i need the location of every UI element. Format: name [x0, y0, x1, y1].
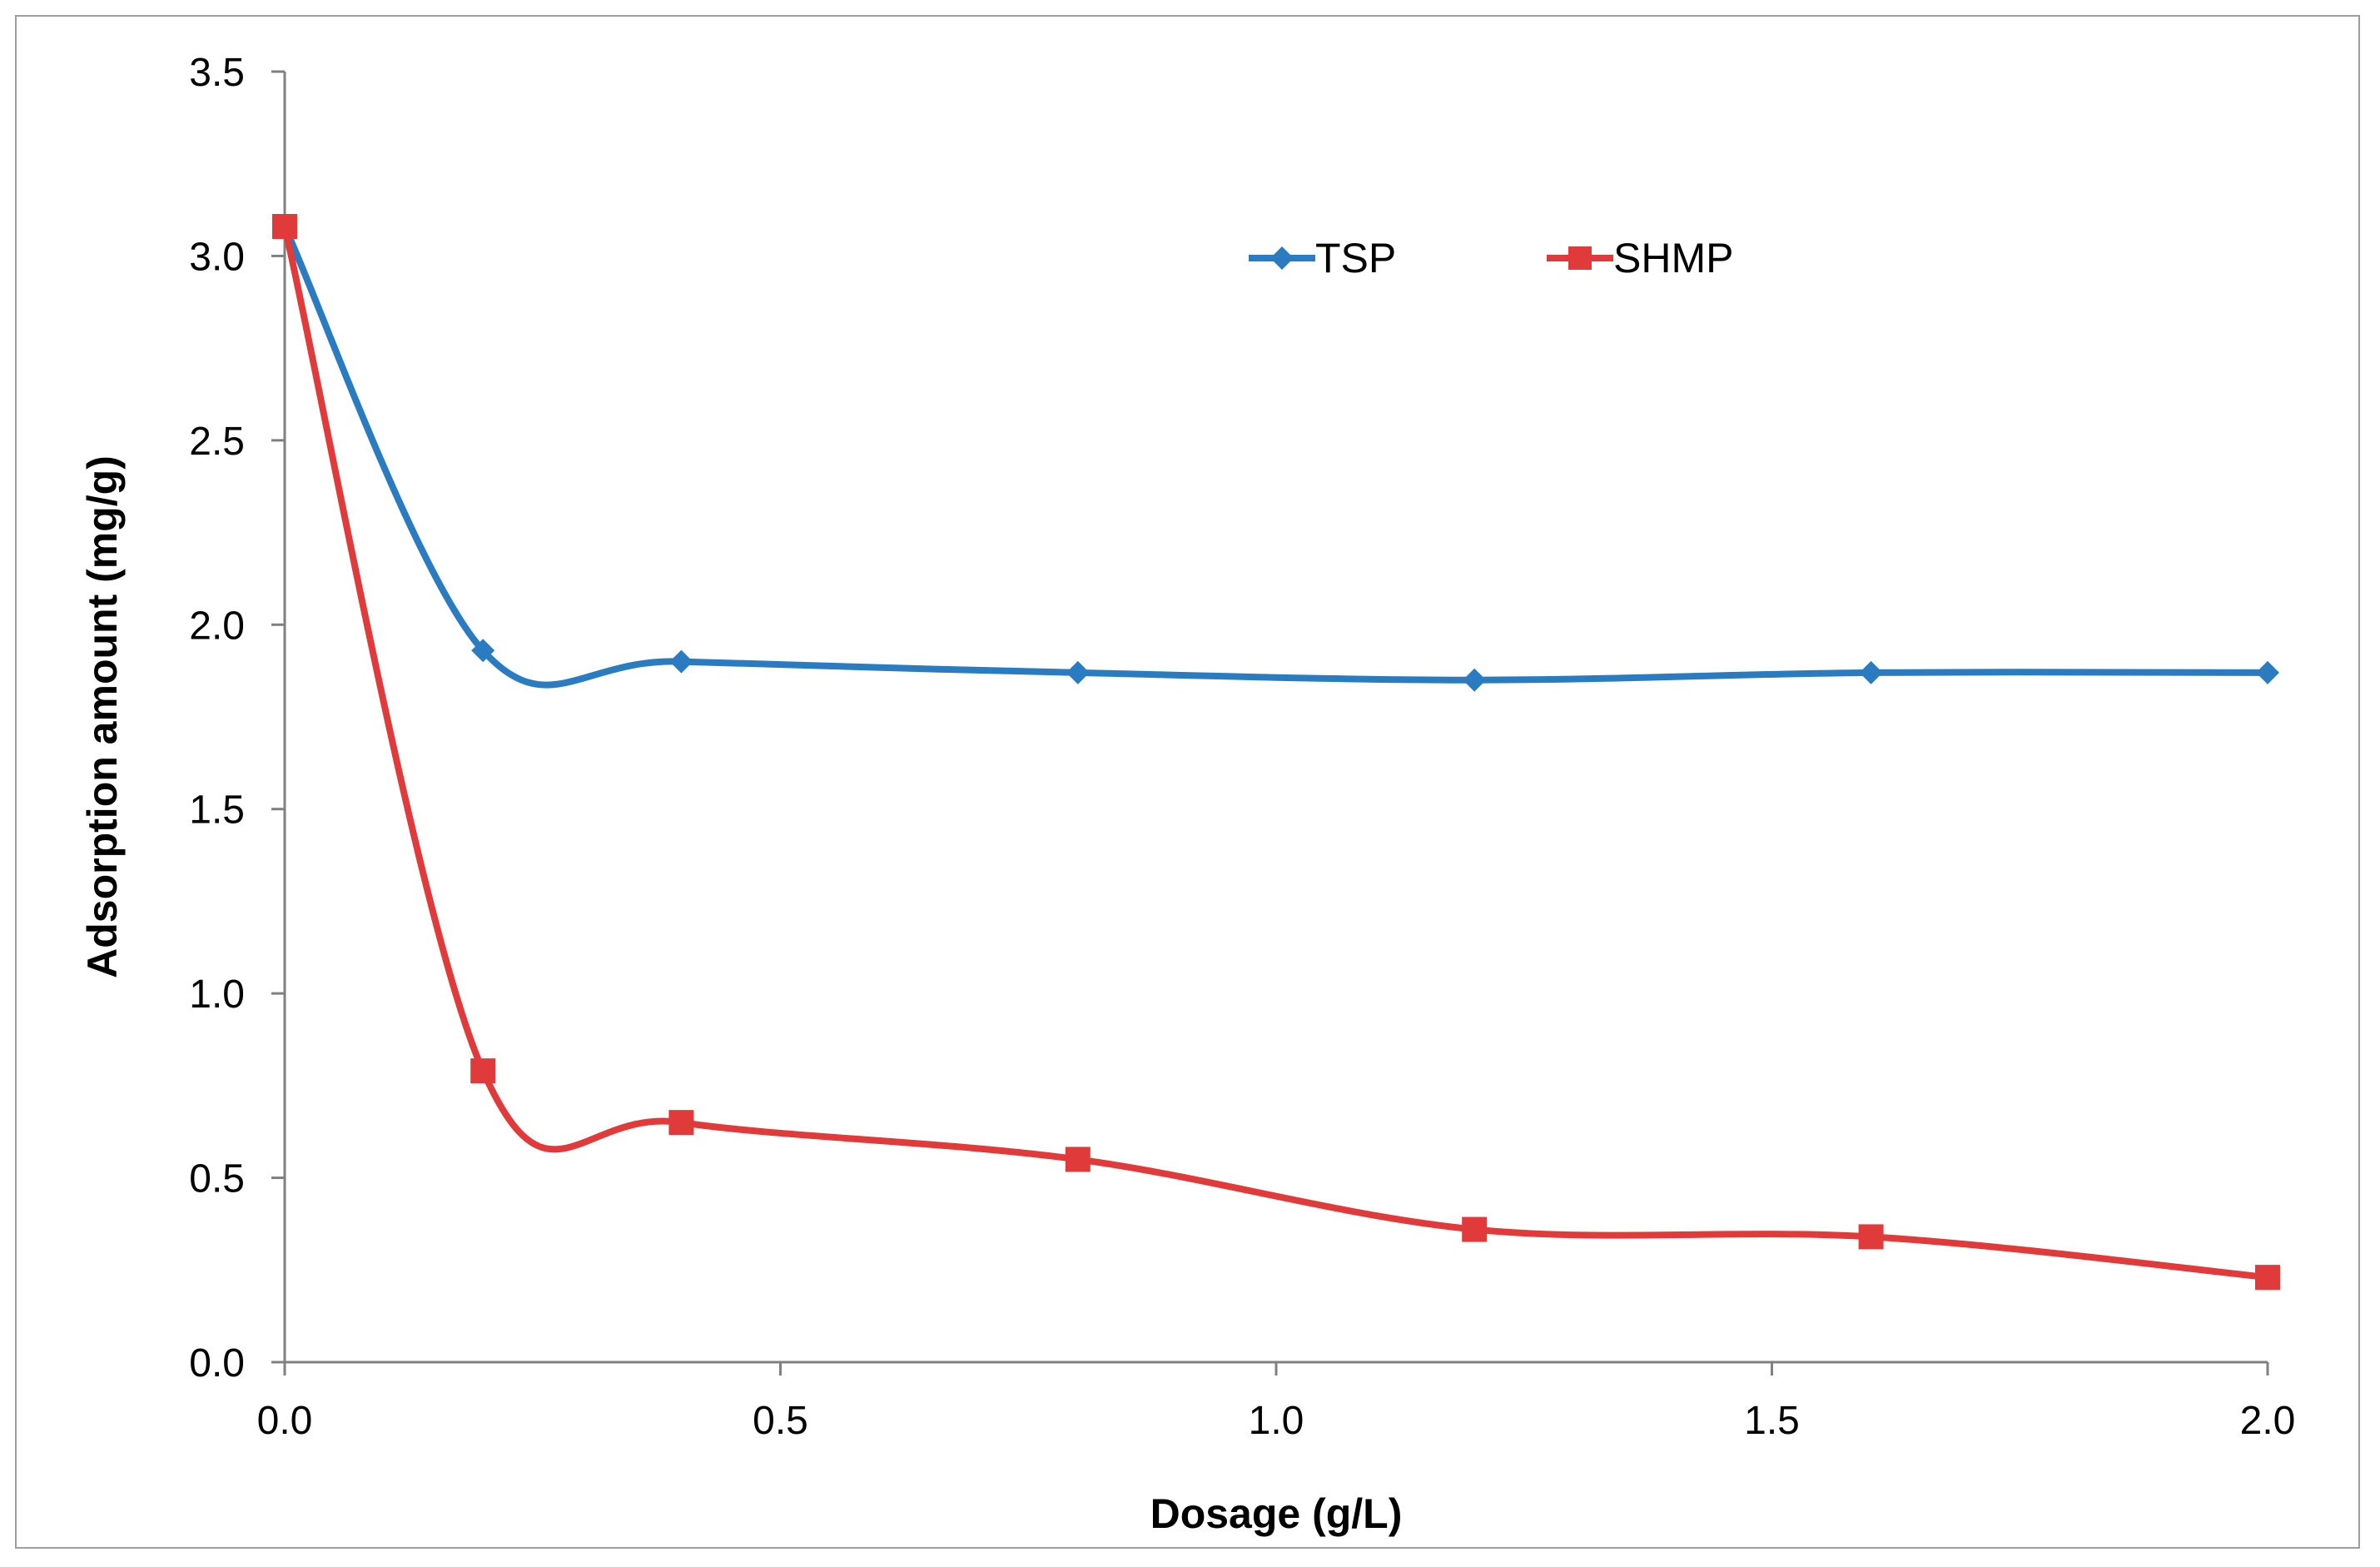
y-tick-label: 1.5 [189, 788, 245, 833]
y-tick-label: 0.5 [189, 1157, 245, 1201]
x-tick-label: 2.0 [2240, 1399, 2296, 1443]
series-line-tsp [281, 223, 2271, 689]
legend-label-shmp: SHMP [1613, 235, 1733, 281]
series-line-shmp [281, 223, 2271, 1281]
legend-marker-shmp [1568, 246, 1592, 270]
legend: TSP SHMP [1249, 235, 1733, 281]
y-tick-label: 2.0 [189, 604, 245, 648]
data-point-shmp [272, 214, 297, 239]
series-tsp [273, 215, 2279, 692]
data-point-shmp [1462, 1216, 1488, 1242]
data-point-shmp [1065, 1147, 1091, 1172]
data-point-shmp [668, 1110, 694, 1136]
data-point-shmp [470, 1058, 496, 1084]
axes [283, 72, 2268, 1364]
x-ticks: 0.0 0.5 1.0 1.5 2.0 [257, 1362, 2296, 1443]
series-layer [272, 214, 2280, 1291]
series-shmp [272, 214, 2280, 1291]
x-tick-label: 1.5 [1744, 1399, 1800, 1443]
legend-label-tsp: TSP [1315, 235, 1396, 281]
data-point-tsp [2256, 660, 2279, 684]
x-tick-label: 1.0 [1249, 1399, 1304, 1443]
data-point-tsp [1066, 660, 1090, 684]
y-tick-label: 0.0 [189, 1341, 245, 1385]
data-point-tsp [1463, 668, 1487, 692]
legend-marker-tsp [1270, 246, 1294, 270]
y-tick-label: 3.0 [189, 235, 245, 279]
data-point-shmp [2255, 1265, 2280, 1291]
y-axis-title: Adsorption amount (mg/g) [79, 455, 126, 978]
legend-entry-tsp: TSP [1249, 235, 1396, 281]
y-tick-label: 1.0 [189, 973, 245, 1017]
x-axis-title: Dosage (g/L) [1150, 1490, 1403, 1537]
data-point-shmp [1858, 1224, 1884, 1250]
data-point-tsp [1859, 660, 1883, 684]
y-tick-label: 2.5 [189, 420, 245, 464]
x-tick-label: 0.5 [753, 1399, 808, 1443]
data-point-tsp [471, 639, 495, 663]
legend-entry-shmp: SHMP [1547, 235, 1733, 281]
y-ticks: 0.0 0.5 1.0 1.5 2.0 2.5 3.0 3.5 [189, 51, 285, 1385]
y-tick-label: 3.5 [189, 51, 245, 95]
chart-frame [15, 15, 2360, 1549]
x-tick-label: 0.0 [257, 1399, 313, 1443]
data-point-tsp [669, 649, 693, 674]
